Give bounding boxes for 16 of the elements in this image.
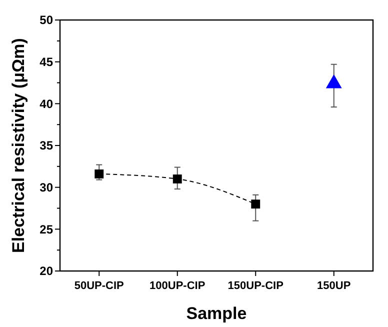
y-tick-label: 30 [40, 180, 54, 195]
x-axis-title: Sample [186, 304, 247, 323]
y-axis-title: Electrical resistivity (μΩm) [9, 38, 28, 253]
y-tick-label: 45 [40, 55, 54, 70]
x-tick-label: 150UP-CIP [228, 280, 284, 292]
x-tick-label: 100UP-CIP [150, 280, 206, 292]
y-tick-label: 35 [40, 138, 54, 153]
x-tick-label: 50UP-CIP [74, 280, 124, 292]
point [251, 200, 260, 209]
y-tick-label: 40 [40, 96, 54, 111]
point [326, 74, 342, 88]
y-tick-label: 50 [40, 13, 54, 28]
x-tick-label: 150UP [317, 280, 351, 292]
point [172, 174, 182, 184]
y-tick-label: 25 [40, 222, 54, 236]
y-tick-label: 20 [40, 264, 54, 278]
